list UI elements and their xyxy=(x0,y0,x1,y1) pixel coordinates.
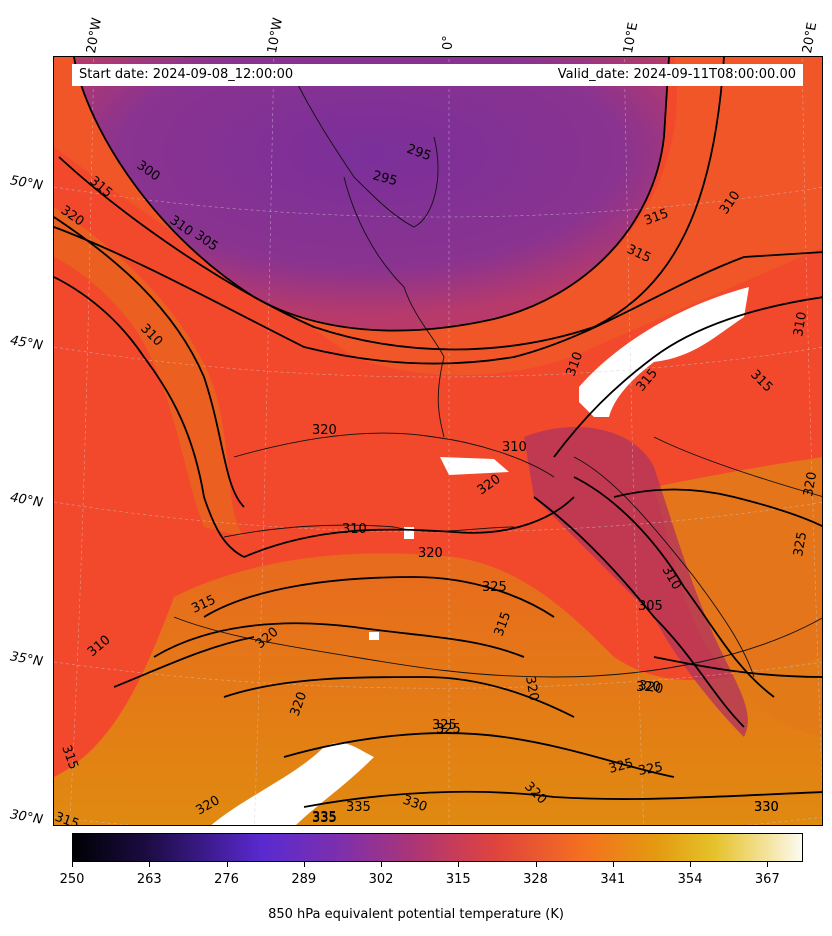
lon-label: 20°E xyxy=(800,21,821,55)
missing-atlas xyxy=(211,742,374,825)
contour-label: 295 xyxy=(371,168,399,189)
contour-label: 335 xyxy=(312,810,337,825)
colorbar-tick-label: 263 xyxy=(136,872,162,887)
lat-label: 30°N xyxy=(8,807,44,828)
colorbar-tick-mark xyxy=(72,862,73,867)
colorbar-tick-mark xyxy=(612,862,614,867)
contour-label: 325 xyxy=(791,531,810,558)
lon-label: 10°E xyxy=(621,21,642,55)
graticule xyxy=(54,57,822,825)
contour-label: 320 xyxy=(418,546,443,561)
colorbar-tick-label: 315 xyxy=(445,872,471,887)
colorbar-tick-mark xyxy=(690,862,692,867)
colorbar-tick-mark xyxy=(303,862,305,867)
contour-label: 335 xyxy=(312,811,337,826)
start-date: Start date: 2024-09-08_12:00:00 xyxy=(79,67,294,82)
missing-atlas-2 xyxy=(369,632,379,640)
contour-label: 330 xyxy=(754,800,779,815)
map-panel: 295 295 300 305 310 315 320 310 315 310 … xyxy=(53,56,823,826)
contour-label: 325 xyxy=(637,760,664,779)
coastlines xyxy=(173,76,822,678)
contour-label: 310 xyxy=(791,311,810,338)
missing-pyrenees xyxy=(440,457,509,475)
contour-label: 320 xyxy=(522,675,541,702)
contour-label: 320 xyxy=(637,678,664,697)
colorbar xyxy=(72,833,803,862)
colorbar-tick-label: 328 xyxy=(523,872,548,887)
colorbar-tick-label: 276 xyxy=(214,872,239,887)
colorbar-tick-label: 367 xyxy=(754,872,780,887)
colorbar-tick-mark xyxy=(535,862,537,867)
contour-label: 325 xyxy=(482,580,507,595)
contour-label: 310 xyxy=(342,522,367,537)
colorbar-tick-mark xyxy=(381,862,383,867)
lon-label: 20°W xyxy=(84,16,106,55)
contour-label: 335 xyxy=(346,800,371,815)
orange-strip-west xyxy=(54,207,244,537)
contour-label: 305 xyxy=(638,599,663,614)
colorbar-tick-label: 341 xyxy=(600,872,626,887)
warm-area-east xyxy=(654,457,822,737)
lon-label: 0° xyxy=(441,35,456,50)
lat-label: 35°N xyxy=(8,649,44,670)
contour-label: 325 xyxy=(436,722,461,737)
contour-label: 320 xyxy=(636,680,661,695)
lat-label: 40°N xyxy=(8,490,44,511)
warm-area-south xyxy=(54,553,822,825)
colorbar-tick-mark xyxy=(226,862,228,867)
colorbar-label: 850 hPa equivalent potential temperature… xyxy=(268,907,564,922)
contour-label: 320 xyxy=(312,423,337,438)
missing-sierra xyxy=(404,527,414,539)
warm-band-west xyxy=(54,57,822,376)
contour-label: 325 xyxy=(432,718,457,733)
contour-label: 330 xyxy=(754,800,779,815)
contour-label: 325 xyxy=(607,756,635,777)
colorbar-tick-label: 302 xyxy=(368,872,394,887)
colorbar-tick-mark xyxy=(767,862,769,867)
contour-label: 310 xyxy=(502,440,527,455)
colorbar-tick-label: 354 xyxy=(677,872,703,887)
lat-label: 50°N xyxy=(8,173,44,194)
lat-label: 45°N xyxy=(8,333,44,354)
colorbar-tick-mark xyxy=(149,862,151,867)
colorbar-tick-mark xyxy=(458,862,460,867)
date-header: Start date: 2024-09-08_12:00:00 Valid_da… xyxy=(72,64,803,86)
contour-label: 320 xyxy=(801,471,820,498)
lon-label: 10°W xyxy=(265,16,287,55)
map-canvas: 295 295 300 305 310 315 320 310 315 310 … xyxy=(54,57,822,826)
valid-date: Valid_date: 2024-09-11T08:00:00.00 xyxy=(557,67,796,82)
colorbar-tick-label: 250 xyxy=(59,872,85,887)
contours xyxy=(54,57,822,808)
colorbar-tick-label: 289 xyxy=(291,872,317,887)
